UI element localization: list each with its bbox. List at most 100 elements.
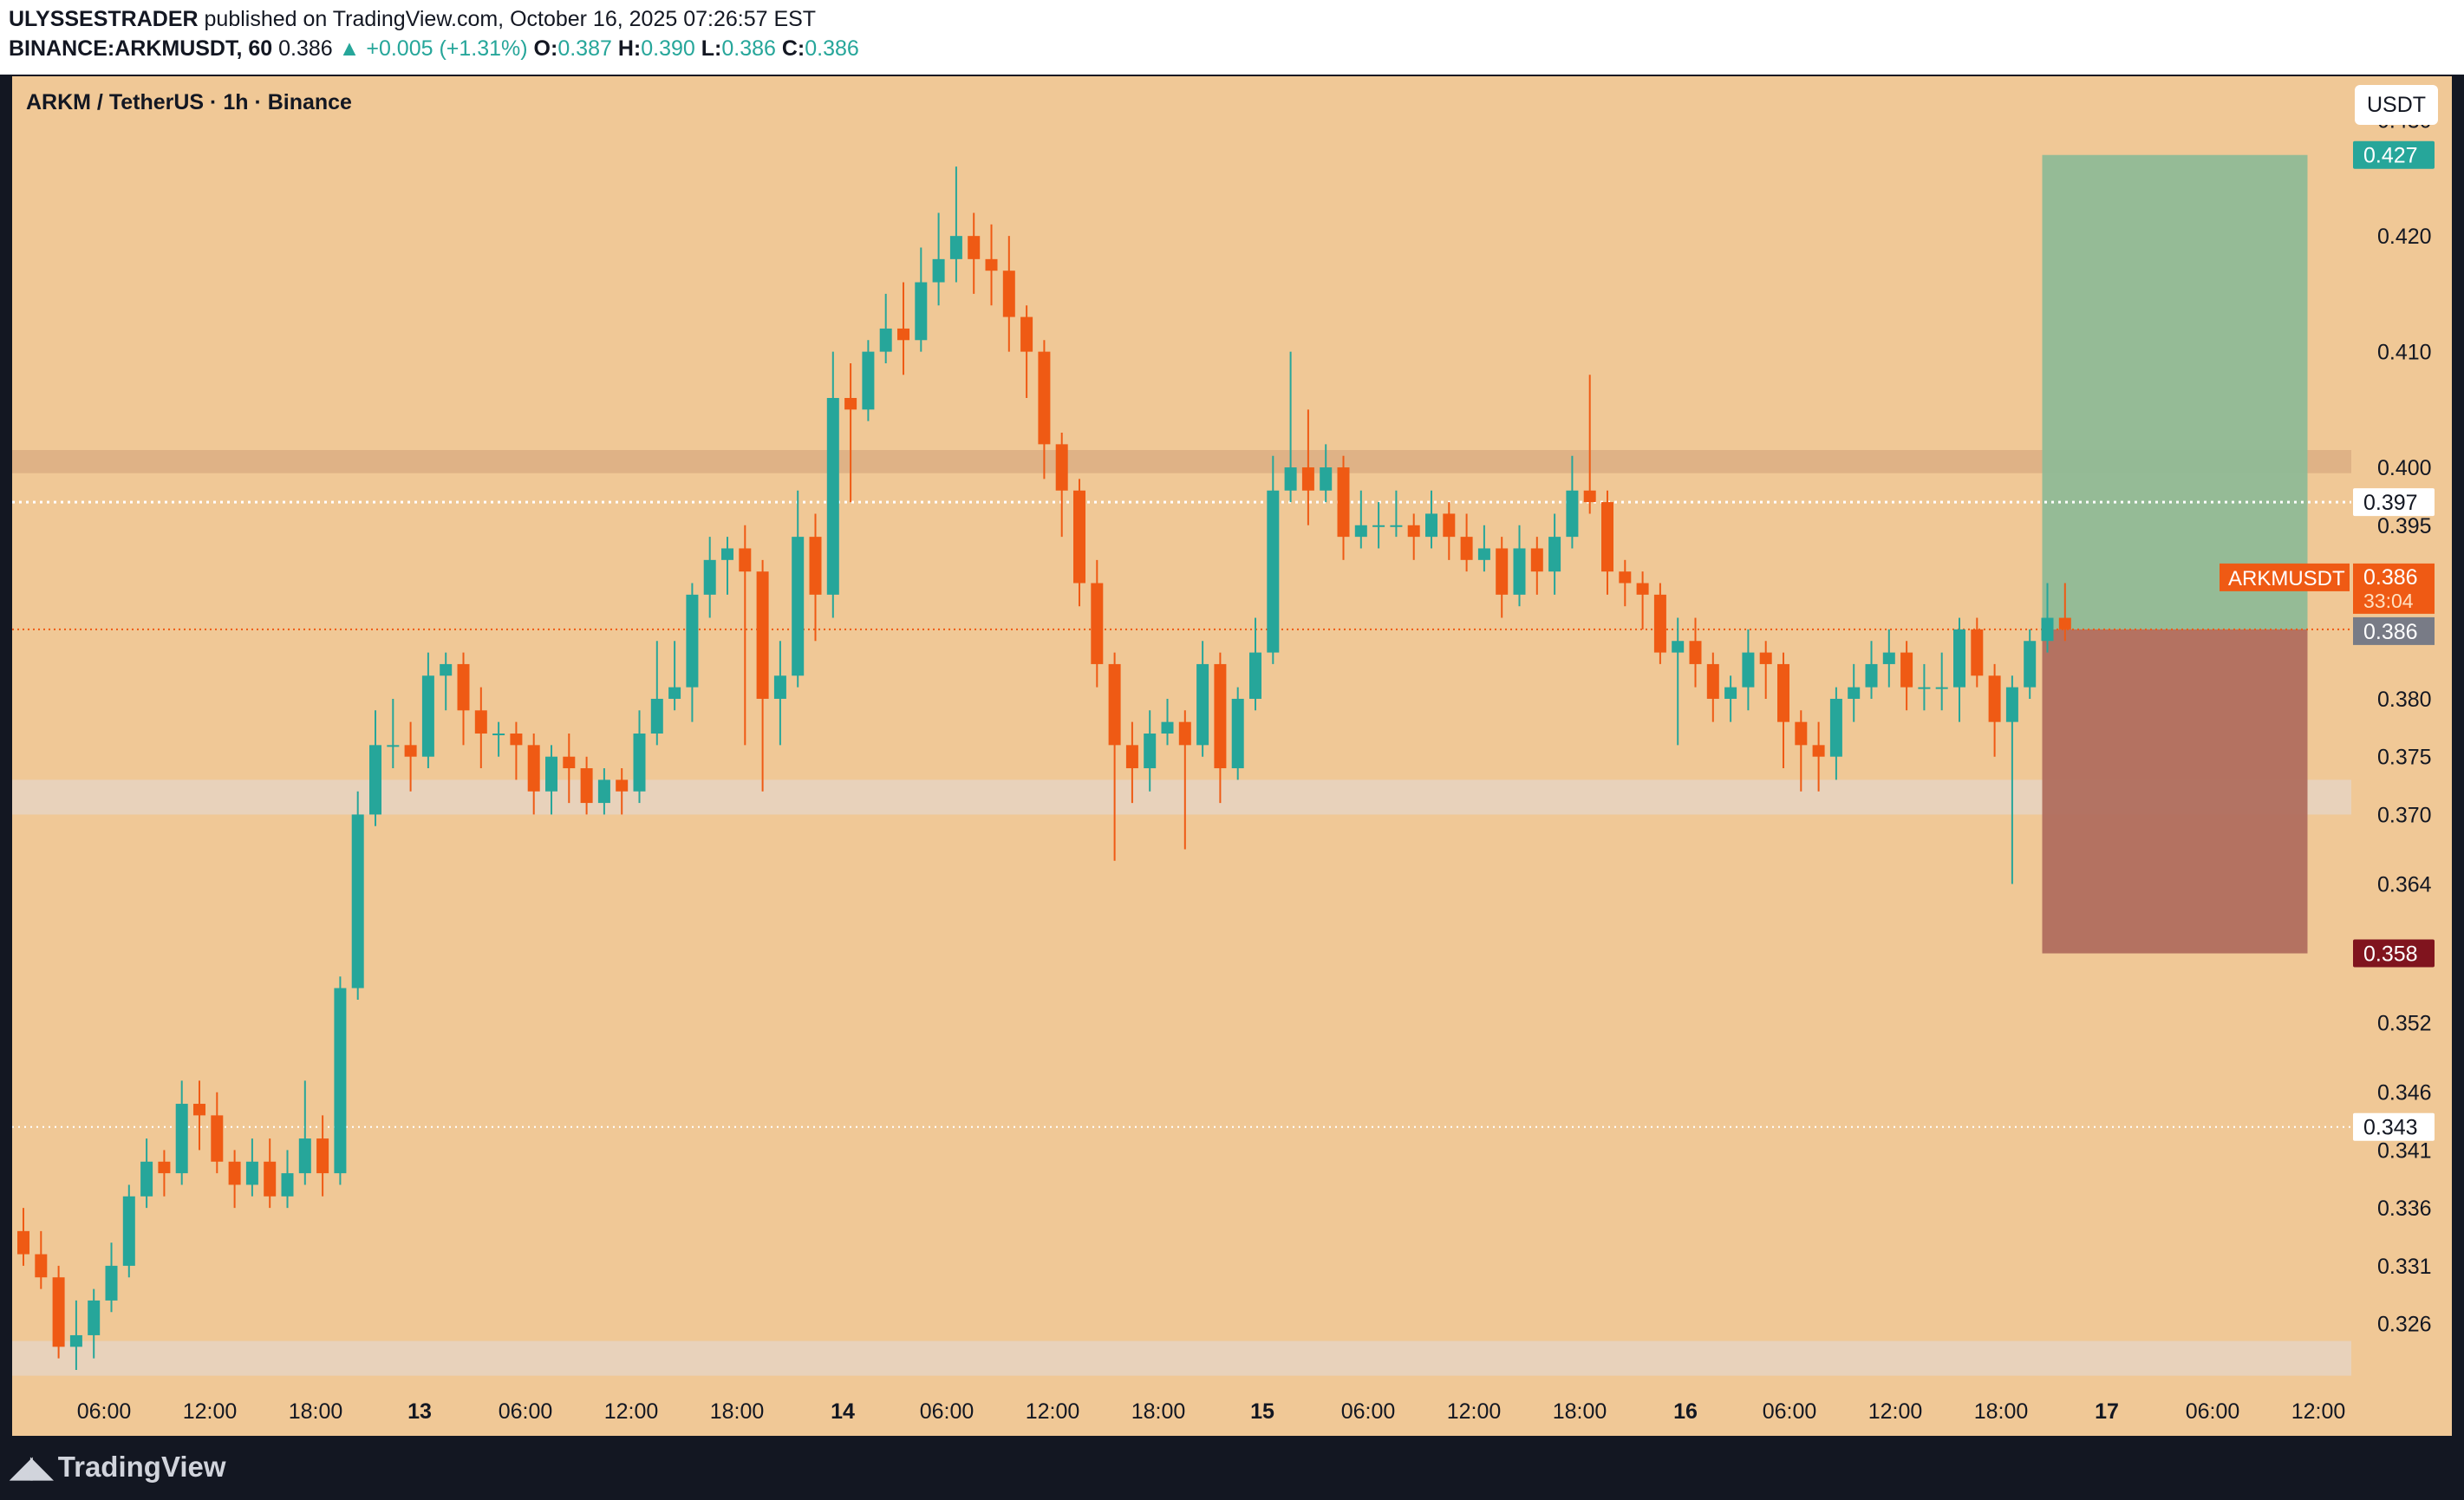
candles-layer [17, 166, 2071, 1370]
candle [1882, 629, 1895, 688]
candle [334, 976, 347, 1185]
candle [1971, 617, 1984, 688]
candle-body [1460, 537, 1473, 560]
candle-body [1848, 687, 1861, 699]
candle-body [351, 814, 364, 988]
symbol-tag-bg [2220, 563, 2350, 591]
x-tick-label: 18:00 [1974, 1399, 2029, 1424]
candle [1935, 652, 1948, 711]
high-label: H: [617, 36, 642, 61]
candle-body [1865, 663, 1878, 688]
candle-body [316, 1138, 329, 1174]
author-name[interactable]: ULYSSESTRADER [9, 7, 199, 31]
candle-body [686, 594, 699, 688]
candle-body [1724, 687, 1737, 699]
candle [1812, 721, 1825, 792]
candle [17, 1208, 29, 1266]
candle [421, 652, 434, 769]
symbol-tag: ARKMUSDT [2228, 567, 2345, 590]
candle [1900, 641, 1913, 711]
stop-price-label-bg [2353, 939, 2435, 968]
candlestick-chart[interactable]: 06:00 12:00 18:00 13 06:00 12:00 18:00 14 06:00 1… [12, 76, 2452, 1436]
low-value: 0.386 [721, 36, 776, 61]
candle-body [1284, 467, 1297, 491]
candle [1742, 629, 1755, 711]
candle [826, 351, 839, 618]
candle-body [1055, 444, 1068, 491]
candle-body [1953, 629, 1965, 688]
candle [1988, 663, 2001, 757]
candle-body [703, 559, 716, 595]
candle-body [69, 1334, 82, 1347]
candle [1231, 687, 1244, 780]
candle [915, 247, 928, 352]
x-tick-label: 12:00 [183, 1399, 238, 1424]
candle-body [932, 258, 945, 283]
candle [52, 1265, 65, 1359]
candle [264, 1138, 277, 1209]
candle [1267, 455, 1280, 664]
x-tick-label: 14 [831, 1399, 855, 1424]
x-tick-label: 12:00 [1868, 1399, 1923, 1424]
candle-body [492, 734, 505, 735]
close-value: 0.386 [805, 36, 859, 61]
stop-price-label: 0.358 [2363, 942, 2418, 967]
candle [387, 698, 400, 769]
currency-button[interactable]: USDT [2355, 85, 2438, 125]
candle [580, 756, 593, 815]
candle-body [739, 548, 752, 572]
dotted-level-label-bg [2353, 488, 2435, 517]
candle-body [1548, 537, 1561, 572]
candle [668, 641, 681, 711]
candle-body [545, 756, 557, 792]
tradingview-logo[interactable]: ◢◣ TradingView [10, 1450, 226, 1484]
candle-body [369, 745, 381, 815]
candle-body [2005, 687, 2018, 722]
candle [1460, 513, 1473, 572]
candle [1002, 236, 1015, 352]
candle-body [105, 1265, 118, 1301]
candle [1672, 617, 1685, 746]
candle [351, 791, 364, 1000]
candle-body [1301, 467, 1314, 491]
close-label: C: [781, 36, 805, 61]
candle [1865, 641, 1878, 699]
candle-body [1372, 525, 1385, 527]
candle [1354, 490, 1367, 549]
candle-body [809, 537, 822, 595]
candle-body [1214, 663, 1227, 769]
candle-body [1900, 652, 1913, 688]
candle-body [862, 351, 875, 410]
candle [193, 1080, 205, 1151]
candle-body [826, 397, 839, 595]
candle-body [264, 1161, 277, 1197]
candle-body [2024, 641, 2037, 688]
candle-body [597, 779, 610, 804]
candle-body [1689, 641, 1702, 664]
last-price-text: 0.386 [2363, 565, 2418, 590]
candle [949, 166, 962, 283]
candle [686, 583, 699, 722]
x-tick-label: 06:00 [1341, 1399, 1396, 1424]
candle-body [1601, 502, 1613, 572]
publication-line: ULYSSESTRADER published on TradingView.c… [9, 7, 816, 32]
candle [2058, 583, 2071, 642]
candle-body [334, 988, 347, 1174]
candle-body [721, 548, 733, 560]
open-label: O: [533, 36, 558, 61]
candle-body [1971, 629, 1984, 676]
candle-body [281, 1173, 294, 1197]
candle [1301, 409, 1314, 525]
candle-body [949, 236, 962, 259]
candle-body [474, 710, 487, 734]
labels-layer: 0.4270.3970.3430.3580.38633:04ARKMUSDT0.… [2220, 140, 2435, 1141]
candle [1530, 537, 1543, 595]
stop-zone [2042, 629, 2308, 954]
candle [968, 212, 981, 294]
candle-body [1091, 583, 1104, 664]
candle [510, 721, 523, 780]
candle-body [1178, 721, 1191, 746]
x-tick-label: 12:00 [2291, 1399, 2346, 1424]
candle-body [1125, 745, 1138, 769]
candle [140, 1138, 153, 1209]
